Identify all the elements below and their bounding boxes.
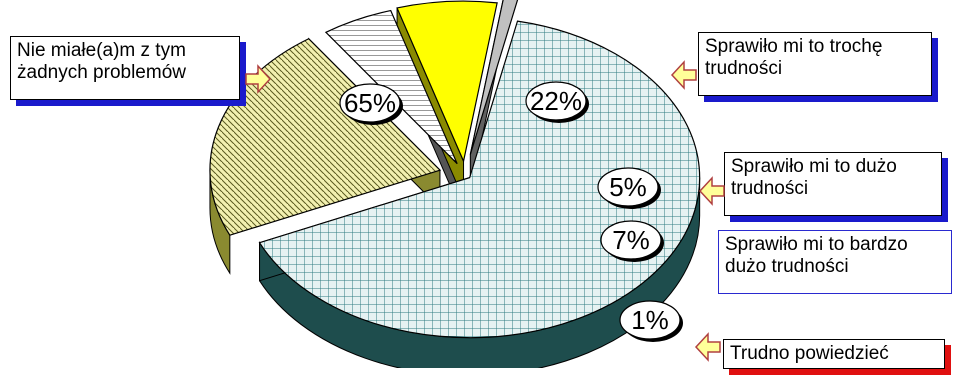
callout-line: Sprawiło mi to dużo <box>731 156 897 177</box>
pie-slice <box>469 0 519 155</box>
callout-line: dużo trudności <box>725 256 849 277</box>
value-label-text: 65% <box>344 88 396 118</box>
value-label: 5% <box>597 167 661 209</box>
callout-line: Nie miałe(a)m z tym <box>17 40 186 61</box>
callout-line: Sprawiło mi to bardzo <box>725 234 908 255</box>
value-label-text: 5% <box>609 172 647 202</box>
callout-arrow-icon <box>245 64 272 94</box>
pie-slice <box>324 9 458 165</box>
callout-line: trudności <box>705 58 783 79</box>
callout-arrow-icon <box>698 176 725 206</box>
legend-callout-much-difficulty: Sprawiło mi to dużo trudności <box>724 152 942 216</box>
pie-slice <box>396 0 498 164</box>
pie-slice <box>258 20 701 339</box>
pie-value-labels: 65% 22% 5% 7% 1% <box>339 81 683 342</box>
value-label-text: 1% <box>631 305 669 335</box>
pie-slice <box>209 38 442 236</box>
callout-arrow-icon <box>694 332 721 362</box>
legend-callout-some-difficulty: Sprawiło mi to trochę trudności <box>698 32 932 96</box>
pie-slices <box>209 0 701 339</box>
callout-line: żadnych problemów <box>17 62 186 83</box>
value-label-text: 22% <box>530 86 582 116</box>
value-label-text: 7% <box>612 225 650 255</box>
callout-line: trudności <box>731 178 809 199</box>
callout-line: Sprawiło mi to trochę <box>705 36 883 57</box>
value-label: 65% <box>339 83 403 125</box>
value-label: 22% <box>525 81 589 123</box>
value-label: 1% <box>619 300 683 342</box>
callout-line: Trudno powiedzieć <box>730 343 889 364</box>
legend-callout-no-problems: Nie miałe(a)m z tym żadnych problemów <box>10 36 240 100</box>
callout-arrow-icon <box>670 60 697 90</box>
legend-callout-hard-to-say: Trudno powiedzieć <box>723 339 945 369</box>
legend-callout-very-much-difficulty: Sprawiło mi to bardzo dużo trudności <box>718 230 952 294</box>
value-label: 7% <box>600 220 664 262</box>
